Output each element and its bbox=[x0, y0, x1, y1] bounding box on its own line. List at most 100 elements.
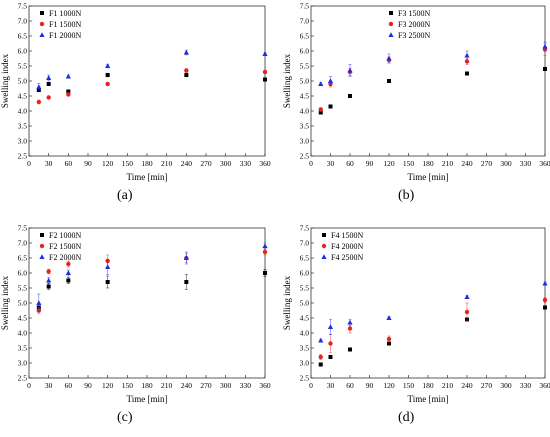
data-point bbox=[262, 243, 268, 248]
x-tick-label: 300 bbox=[220, 159, 232, 168]
x-tick-label: 30 bbox=[45, 381, 53, 390]
x-axis-label: Time [min] bbox=[408, 172, 449, 182]
legend-label: F1 1000N bbox=[49, 9, 81, 18]
x-tick-label: 180 bbox=[422, 159, 434, 168]
legend-label: F3 2500N bbox=[398, 31, 430, 40]
data-point bbox=[328, 355, 333, 359]
data-point bbox=[46, 82, 51, 86]
data-point bbox=[184, 68, 189, 73]
data-point bbox=[263, 271, 267, 275]
y-tick-label: 5.5 bbox=[18, 62, 28, 71]
data-point bbox=[318, 362, 323, 367]
data-point bbox=[262, 51, 268, 56]
x-tick-label: 210 bbox=[442, 381, 454, 390]
chart-0: 0 30 60 90 120 150 180 210 240 270 300 330 360 2.5 3.0… bbox=[0, 2, 271, 182]
legend-label: F4 2500N bbox=[331, 253, 363, 262]
y-tick-label: 2.5 bbox=[300, 374, 310, 383]
x-tick-label: 150 bbox=[122, 381, 134, 390]
panel-label-c: (c) bbox=[117, 410, 133, 425]
y-tick-label: 3.0 bbox=[18, 137, 28, 146]
y-tick-label: 6.5 bbox=[18, 32, 28, 41]
y-tick-label: 3.0 bbox=[18, 359, 28, 368]
legend-marker bbox=[321, 254, 327, 259]
data-point bbox=[318, 337, 324, 343]
data-point bbox=[184, 280, 189, 284]
x-tick-label: 180 bbox=[141, 159, 153, 168]
y-tick-label: 4.0 bbox=[300, 107, 310, 116]
x-tick-label: 0 bbox=[309, 381, 313, 390]
x-tick-label: 60 bbox=[65, 159, 73, 168]
x-tick-label: 330 bbox=[240, 381, 252, 390]
panel-label-d: (d) bbox=[398, 410, 415, 425]
x-tick-label: 240 bbox=[181, 159, 193, 168]
legend-label: F2 2000N bbox=[49, 253, 81, 262]
chart-1: 0 30 60 90 120 150 180 210 240 270 300 330 360 2.5 3.0… bbox=[282, 2, 550, 182]
x-tick-label: 360 bbox=[539, 159, 550, 168]
x-tick-label: 60 bbox=[346, 159, 354, 168]
legend-marker bbox=[39, 21, 45, 27]
y-tick-label: 6.0 bbox=[18, 47, 28, 56]
data-point bbox=[46, 284, 51, 289]
y-tick-label: 6.5 bbox=[18, 254, 28, 263]
x-tick-label: 120 bbox=[383, 381, 395, 390]
data-point bbox=[328, 104, 333, 109]
data-point bbox=[105, 264, 111, 269]
data-point bbox=[66, 89, 71, 94]
y-tick-label: 3.5 bbox=[300, 344, 310, 353]
y-tick-label: 5.0 bbox=[18, 77, 28, 86]
data-point bbox=[327, 78, 334, 83]
y-tick-label: 4.5 bbox=[18, 92, 28, 101]
x-tick-label: 30 bbox=[45, 159, 53, 168]
y-axis-label: Swelling index bbox=[282, 275, 292, 330]
data-point bbox=[386, 336, 392, 342]
data-point bbox=[464, 309, 470, 315]
y-tick-label: 5.0 bbox=[300, 299, 310, 308]
x-tick-label: 90 bbox=[366, 381, 374, 390]
x-tick-label: 210 bbox=[442, 159, 454, 168]
data-point bbox=[263, 77, 267, 82]
y-tick-label: 4.5 bbox=[300, 314, 310, 323]
x-tick-label: 330 bbox=[520, 159, 532, 168]
data-point bbox=[105, 73, 110, 77]
series-0 bbox=[318, 67, 547, 115]
panel-label-a: (a) bbox=[117, 188, 133, 203]
legend-label: F1 2000N bbox=[49, 31, 81, 40]
data-point bbox=[66, 261, 71, 267]
legend-marker bbox=[322, 233, 326, 237]
data-point bbox=[46, 269, 51, 274]
x-tick-label: 300 bbox=[220, 381, 232, 390]
data-point bbox=[36, 84, 42, 89]
legend-label: F2 1000N bbox=[49, 231, 81, 240]
y-tick-label: 3.5 bbox=[18, 344, 28, 353]
y-tick-label: 5.5 bbox=[300, 284, 310, 293]
x-tick-label: 360 bbox=[259, 159, 271, 168]
series-2 bbox=[36, 49, 268, 91]
series-1 bbox=[36, 68, 268, 105]
y-tick-label: 4.0 bbox=[18, 107, 28, 116]
data-point bbox=[347, 319, 353, 325]
data-point bbox=[105, 81, 110, 87]
x-tick-label: 270 bbox=[200, 159, 212, 168]
y-tick-label: 7.0 bbox=[300, 17, 310, 26]
data-point bbox=[328, 341, 333, 346]
data-point bbox=[347, 326, 353, 331]
x-tick-label: 270 bbox=[200, 381, 212, 390]
data-point bbox=[465, 71, 469, 76]
x-axis-label: Time [min] bbox=[127, 172, 168, 182]
data-point bbox=[46, 75, 52, 80]
data-point bbox=[65, 270, 71, 275]
x-tick-label: 90 bbox=[366, 159, 374, 168]
y-tick-label: 4.0 bbox=[18, 329, 28, 338]
y-tick-label: 6.0 bbox=[18, 269, 28, 278]
x-tick-label: 120 bbox=[102, 381, 114, 390]
y-tick-label: 6.5 bbox=[300, 32, 310, 41]
data-point bbox=[318, 354, 323, 360]
chart-2: 0 30 60 90 120 150 180 210 240 270 300 330 360 2.5 3.0… bbox=[0, 224, 271, 404]
data-point bbox=[387, 79, 391, 83]
legend-marker bbox=[39, 32, 45, 37]
data-point bbox=[105, 63, 111, 68]
y-tick-label: 5.5 bbox=[18, 284, 28, 293]
y-tick-label: 7.5 bbox=[300, 224, 310, 233]
x-tick-label: 90 bbox=[84, 159, 92, 168]
